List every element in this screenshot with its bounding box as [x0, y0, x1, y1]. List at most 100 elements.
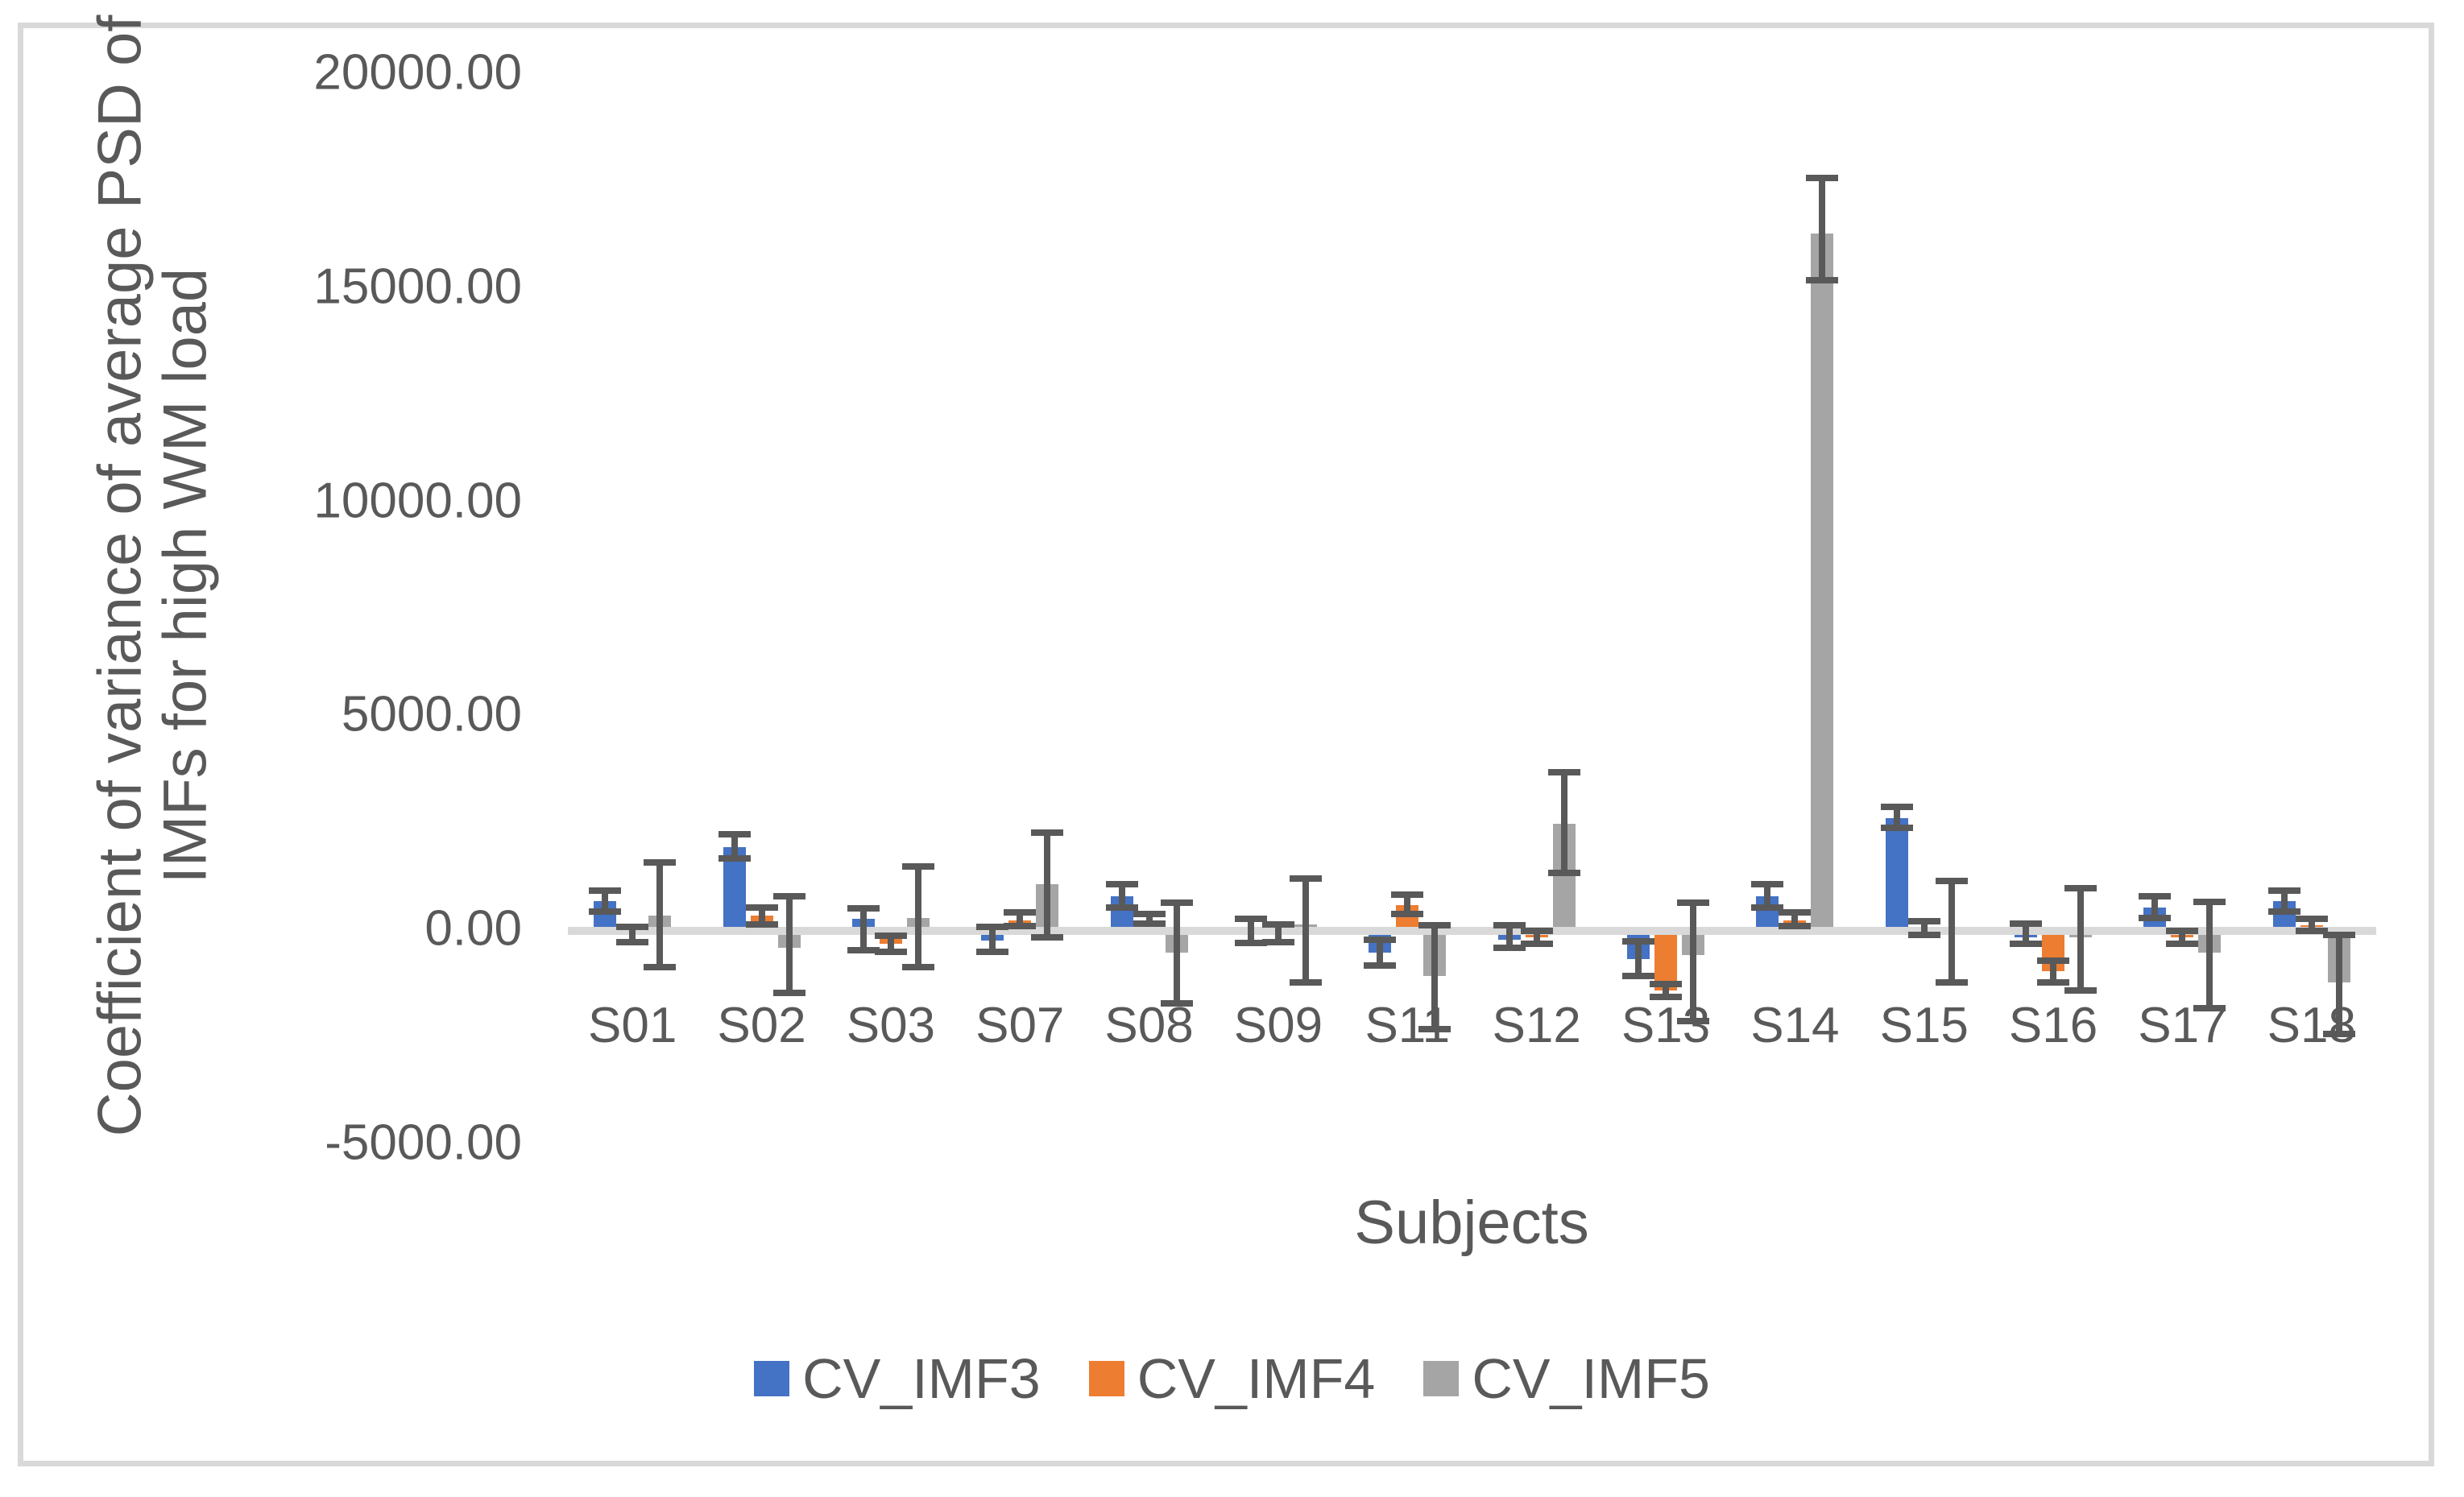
error-bar-cap: [1935, 877, 1968, 884]
error-bar-line: [1893, 806, 1900, 829]
error-bar-line: [1431, 924, 1439, 1030]
y-axis-title: Coefficient of variance of average PSD o…: [85, 14, 219, 1137]
error-bar-cap: [1880, 803, 1913, 810]
x-axis-zero-line: [568, 927, 2376, 935]
error-bar-cap: [1779, 922, 1812, 929]
error-bar-line: [2023, 924, 2030, 945]
error-bar-line: [914, 866, 921, 968]
error-bar-cap: [772, 893, 805, 900]
error-bar-cap: [901, 964, 934, 971]
x-tick-label-s08: S08: [1104, 998, 1194, 1053]
legend: CV_IMF3 CV_IMF4 CV_IMF5: [0, 1346, 2464, 1411]
error-bar-cap: [1622, 972, 1655, 979]
y-tick-label: 15000.00: [313, 258, 522, 315]
error-bar-cap: [2064, 884, 2098, 891]
x-axis-title: Subjects: [1354, 1189, 1589, 1257]
legend-label: CV_IMF4: [1137, 1347, 1376, 1410]
error-bar-line: [1635, 941, 1642, 976]
chart-frame: [18, 23, 2434, 1466]
error-bar-line: [1560, 772, 1567, 874]
error-bar-cap: [2193, 1004, 2226, 1011]
error-bar-line: [1920, 920, 1928, 936]
error-bar-cap: [1677, 1017, 1710, 1024]
error-bar-cap: [745, 904, 778, 911]
legend-label: CV_IMF5: [1472, 1347, 1710, 1410]
error-bar-cap: [1907, 932, 1940, 939]
error-bar-cap: [1261, 921, 1294, 928]
error-bar-cap: [616, 923, 649, 930]
error-bar-cap: [589, 908, 622, 916]
error-bar-cap: [2193, 899, 2226, 906]
error-bar-cap: [1880, 825, 1913, 832]
error-bar-line: [1247, 919, 1254, 944]
legend-swatch-icon: [1423, 1361, 1460, 1396]
error-bar-line: [1819, 177, 1826, 281]
error-bar-cap: [2010, 941, 2043, 948]
error-bar-line: [859, 908, 867, 950]
error-bar-cap: [874, 948, 907, 955]
x-tick-label-s11: S11: [1365, 998, 1451, 1053]
y-tick-label: 20000.00: [313, 44, 522, 101]
error-bar-cap: [2139, 893, 2172, 900]
x-tick-label-s15: S15: [1879, 998, 1969, 1053]
error-bar-line: [629, 926, 636, 943]
error-bar-line: [2077, 887, 2085, 991]
error-bar-line: [2206, 902, 2213, 1008]
error-bar-cap: [589, 887, 622, 894]
error-bar-cap: [1418, 921, 1451, 928]
error-bar-cap: [644, 858, 677, 866]
error-bar-cap: [874, 932, 907, 939]
legend-swatch-icon: [754, 1361, 790, 1396]
y-axis-title-line1: Coefficient of variance of average PSD o…: [85, 14, 155, 1137]
error-bar-line: [758, 907, 765, 925]
x-tick-label-s14: S14: [1750, 998, 1840, 1053]
error-bar-line: [1505, 924, 1513, 949]
legend-label: CV_IMF3: [802, 1347, 1041, 1410]
error-bar-line: [1948, 880, 1955, 982]
error-bar-line: [1274, 924, 1282, 942]
error-bar-line: [2179, 931, 2186, 944]
y-tick-label: 5000.00: [341, 686, 522, 742]
error-bar-cap: [1547, 870, 1580, 877]
legend-item-cv-imf5: CV_IMF5: [1423, 1346, 1710, 1411]
error-bar-cap: [1133, 920, 1166, 928]
error-bar-cap: [976, 924, 1009, 931]
y-axis-title-line2: IMFs for high WM load: [151, 267, 219, 884]
y-tick-label: 10000.00: [313, 473, 522, 529]
x-tick-label-s03: S03: [846, 998, 936, 1053]
error-bar-line: [602, 890, 609, 912]
y-tick-label: -5000.00: [325, 1114, 522, 1171]
error-bar-cap: [2295, 928, 2328, 934]
error-bar-line: [1404, 895, 1411, 915]
error-bar-cap: [616, 939, 649, 946]
error-bar-cap: [2037, 957, 2070, 965]
bar-cv_imf5-s14: [1811, 233, 1834, 931]
error-bar-cap: [1493, 921, 1526, 928]
error-bar-cap: [1160, 899, 1193, 907]
error-bar-cap: [2295, 916, 2328, 923]
error-bar-cap: [772, 990, 805, 997]
error-bar-cap: [1520, 928, 1553, 934]
error-bar-cap: [847, 905, 880, 912]
x-tick-label-s18: S18: [2267, 998, 2356, 1053]
y-tick-label: 0.00: [424, 900, 522, 957]
error-bar-cap: [1677, 899, 1710, 907]
error-bar-cap: [1004, 909, 1037, 916]
bar-cv_imf4-s13: [1654, 931, 1678, 991]
legend-swatch-icon: [1088, 1361, 1124, 1396]
error-bar-cap: [1751, 904, 1784, 911]
legend-item-cv-imf3: CV_IMF3: [754, 1346, 1041, 1411]
error-bar-cap: [2267, 908, 2300, 916]
error-bar-cap: [901, 863, 934, 870]
error-bar-cap: [1751, 880, 1784, 887]
error-bar-line: [989, 927, 996, 953]
error-bar-cap: [1907, 917, 1940, 924]
error-bar-cap: [1234, 940, 1267, 947]
error-bar-cap: [1520, 940, 1553, 947]
error-bar-cap: [1622, 938, 1655, 945]
x-tick-label-s01: S01: [588, 998, 677, 1053]
error-bar-line: [2308, 919, 2315, 931]
bar-cv_imf3-s15: [1885, 818, 1908, 931]
error-bar-line: [1017, 912, 1024, 926]
